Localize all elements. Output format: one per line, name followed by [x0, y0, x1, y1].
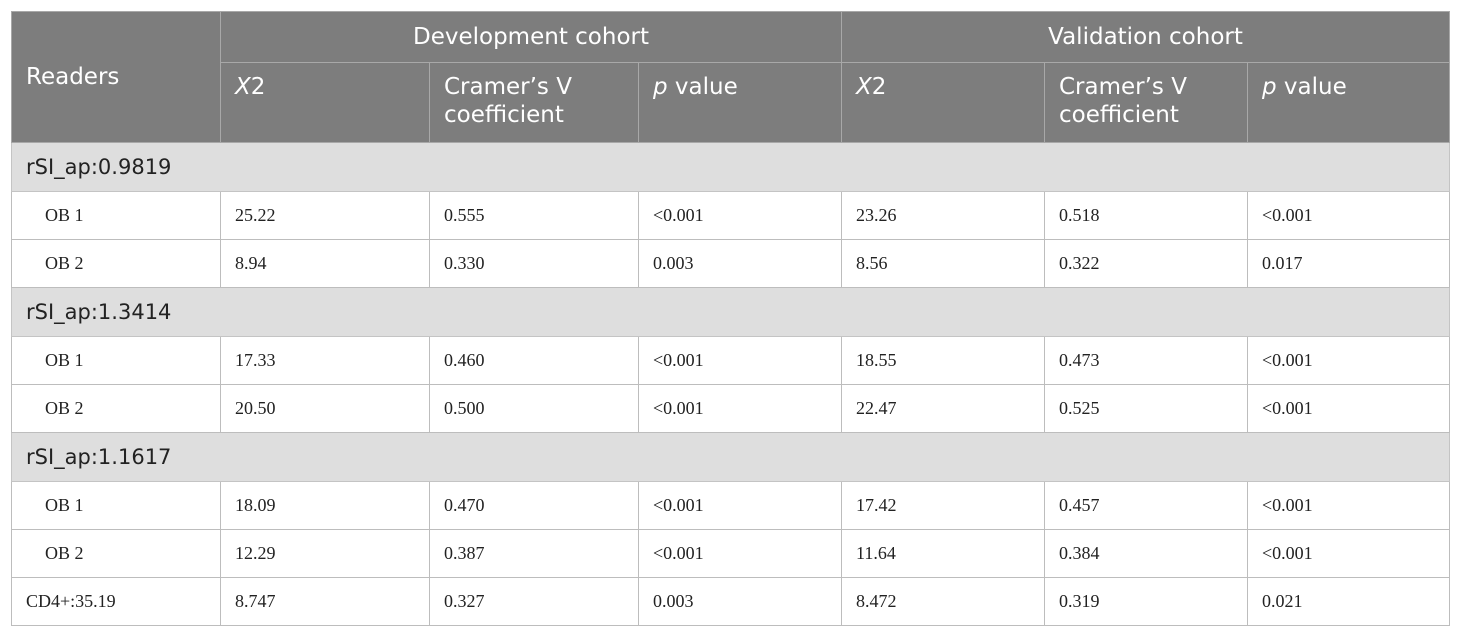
- table-cell: 0.322: [1044, 239, 1248, 288]
- section-title: rSI_ap:1.1617: [10, 432, 1451, 482]
- table-cell: 0.003: [638, 577, 842, 626]
- table-cell: 12.29: [220, 529, 430, 578]
- val-chi-square-header: X2: [841, 62, 1045, 143]
- table-cell: 0.003: [638, 239, 842, 288]
- table-cell: 0.470: [429, 481, 639, 530]
- section-row: rSI_ap:1.3414: [10, 287, 1451, 337]
- table-row: OB 2 20.50 0.500 <0.001 22.47 0.525 <0.0…: [11, 384, 1451, 433]
- row-label: CD4+:35.19: [11, 577, 221, 626]
- section-row: rSI_ap:0.9819: [10, 142, 1451, 192]
- table-row: OB 1 25.22 0.555 <0.001 23.26 0.518 <0.0…: [11, 191, 1451, 240]
- table-cell: 0.555: [429, 191, 639, 240]
- section-title: rSI_ap:0.9819: [10, 142, 1451, 192]
- table-row: OB 1 17.33 0.460 <0.001 18.55 0.473 <0.0…: [11, 336, 1451, 385]
- row-label: OB 1: [11, 481, 221, 530]
- val-p-value-header: p value: [1246, 62, 1451, 143]
- table-cell: <0.001: [1246, 481, 1451, 530]
- table-cell: 22.47: [841, 384, 1045, 433]
- table-row: OB 1 18.09 0.470 <0.001 17.42 0.457 <0.0…: [11, 481, 1451, 530]
- table-header: Readers Development cohort Validation co…: [11, 11, 1451, 143]
- table-cell: <0.001: [638, 529, 842, 578]
- table-cell: 0.457: [1044, 481, 1248, 530]
- table-row: OB 2 8.94 0.330 0.003 8.56 0.322 0.017: [11, 239, 1451, 288]
- table-cell: 0.021: [1246, 577, 1451, 626]
- results-table: Readers Development cohort Validation co…: [10, 11, 1451, 626]
- table-cell: 8.747: [220, 577, 430, 626]
- table-cell: 0.473: [1044, 336, 1248, 385]
- table-cell: 0.460: [429, 336, 639, 385]
- dev-p-value-header: p value: [638, 62, 842, 143]
- table-cell: <0.001: [638, 384, 842, 433]
- section-row: rSI_ap:1.1617: [10, 432, 1451, 482]
- table-cell: 8.56: [841, 239, 1045, 288]
- row-label: OB 1: [11, 191, 221, 240]
- table-cell: 0.384: [1044, 529, 1248, 578]
- table-cell: <0.001: [1246, 529, 1451, 578]
- val-cramers-v-header: Cramer’s V coefficient: [1044, 62, 1248, 143]
- table-row: CD4+:35.19 8.747 0.327 0.003 8.472 0.319…: [11, 577, 1451, 626]
- row-label: OB 2: [11, 239, 221, 288]
- table-body: rSI_ap:0.9819 OB 1 25.22 0.555 <0.001 23…: [10, 142, 1451, 626]
- table-cell: 17.33: [220, 336, 430, 385]
- readers-header: Readers: [11, 11, 221, 143]
- table-cell: 18.09: [220, 481, 430, 530]
- table-cell: 0.387: [429, 529, 639, 578]
- row-label: OB 2: [11, 529, 221, 578]
- dev-cramers-v-header: Cramer’s V coefficient: [429, 62, 639, 143]
- section-title: rSI_ap:1.3414: [10, 287, 1451, 337]
- table-cell: 18.55: [841, 336, 1045, 385]
- table-cell: 0.525: [1044, 384, 1248, 433]
- table-cell: 8.94: [220, 239, 430, 288]
- table-cell: <0.001: [1246, 384, 1451, 433]
- table-cell: 0.327: [429, 577, 639, 626]
- table-cell: 8.472: [841, 577, 1045, 626]
- row-label: OB 1: [11, 336, 221, 385]
- validation-cohort-header: Validation cohort: [840, 11, 1451, 63]
- table-cell: 25.22: [220, 191, 430, 240]
- table-cell: <0.001: [638, 336, 842, 385]
- table-cell: 17.42: [841, 481, 1045, 530]
- table-row: OB 2 12.29 0.387 <0.001 11.64 0.384 <0.0…: [11, 529, 1451, 578]
- table-cell: 0.319: [1044, 577, 1248, 626]
- table-cell: <0.001: [1246, 191, 1451, 240]
- table-cell: <0.001: [638, 191, 842, 240]
- row-label: OB 2: [11, 384, 221, 433]
- results-table-container: Readers Development cohort Validation co…: [10, 11, 1451, 626]
- table-cell: 20.50: [220, 384, 430, 433]
- table-cell: 0.330: [429, 239, 639, 288]
- table-cell: <0.001: [1246, 336, 1451, 385]
- table-cell: <0.001: [638, 481, 842, 530]
- table-cell: 0.500: [429, 384, 639, 433]
- dev-chi-square-header: X2: [220, 62, 430, 143]
- table-cell: 23.26: [841, 191, 1045, 240]
- development-cohort-header: Development cohort: [220, 11, 842, 63]
- table-cell: 11.64: [841, 529, 1045, 578]
- table-cell: 0.017: [1246, 239, 1451, 288]
- table-cell: 0.518: [1044, 191, 1248, 240]
